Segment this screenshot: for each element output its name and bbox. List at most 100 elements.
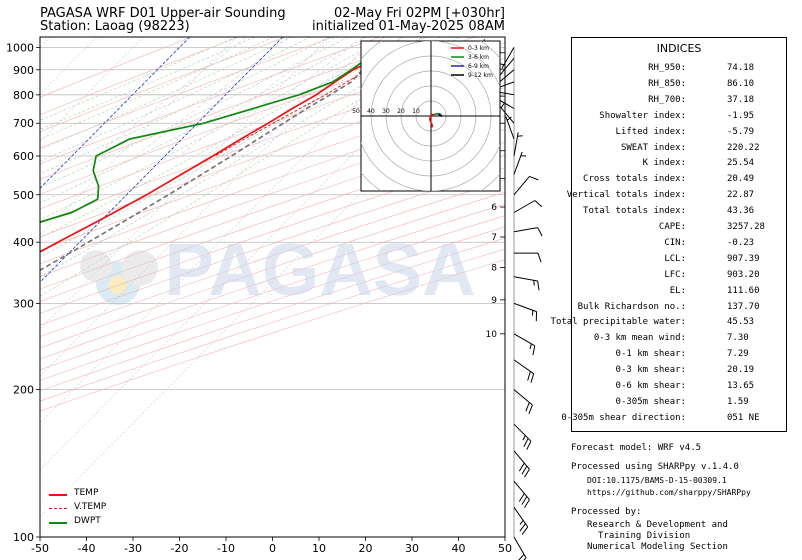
index-value: 7.29 bbox=[727, 349, 749, 360]
index-row: 0-3 km shear: 20.19 bbox=[572, 365, 786, 377]
index-value: 13.65 bbox=[727, 381, 755, 391]
wind-barb bbox=[513, 389, 533, 415]
y-tick-label: 200 bbox=[13, 384, 34, 397]
index-row: RH_700: 37.18 bbox=[572, 95, 786, 107]
index-row: 0-305m shear: 1.59 bbox=[572, 397, 786, 409]
index-value: 1.59 bbox=[727, 396, 749, 407]
index-value: 37.18 bbox=[727, 94, 755, 105]
indices-title: INDICES bbox=[656, 42, 702, 55]
org-line-3: Numerical Modeling Section bbox=[587, 542, 728, 552]
x-tick-label: -50 bbox=[31, 542, 49, 555]
index-label: 0-305m shear direction: bbox=[561, 412, 686, 423]
moist-adiabat-line bbox=[40, 37, 311, 162]
index-value: 45.53 bbox=[727, 317, 755, 328]
index-row: 0-3 km mean wind: 7.30 bbox=[572, 333, 786, 345]
wind-barb bbox=[513, 175, 539, 196]
isotherm-line bbox=[40, 37, 330, 330]
chart-legend: TEMP V.TEMP DWPT bbox=[46, 484, 110, 532]
indices-panel: INDICES RH_950: 74.18 RH_850: 86.10 RH_700: 3… bbox=[551, 37, 787, 432]
dry-adiabat-line bbox=[40, 179, 505, 338]
index-row: Vertical totals index: 22.87 bbox=[567, 190, 786, 202]
moist-adiabat-line bbox=[40, 37, 442, 278]
wind-barb bbox=[513, 200, 543, 213]
reference-isotherm-line bbox=[40, 37, 284, 283]
moist-adiabat-line bbox=[40, 37, 349, 188]
wind-barb bbox=[513, 132, 523, 157]
wind-barb bbox=[513, 480, 530, 508]
wind-barb bbox=[513, 423, 532, 450]
wind-barb bbox=[513, 359, 535, 383]
moist-adiabat-line bbox=[40, 37, 423, 258]
dry-adiabat-line bbox=[40, 37, 286, 133]
index-label: K index: bbox=[642, 158, 686, 169]
index-row: RH_850: 86.10 bbox=[572, 79, 786, 91]
y-tick-label: 400 bbox=[13, 236, 34, 249]
dry-adiabat-line bbox=[40, 72, 505, 238]
dry-adiabat-line bbox=[40, 203, 505, 360]
wind-barb bbox=[505, 116, 515, 140]
index-row: Total totals index: 43.36 bbox=[572, 206, 786, 218]
index-label: EL: bbox=[669, 285, 686, 296]
dry-adiabat-line bbox=[40, 215, 505, 371]
wind-barb bbox=[513, 333, 536, 356]
y-tick-label: 500 bbox=[13, 189, 34, 202]
index-row: Cross totals index: 20.49 bbox=[572, 174, 786, 186]
hodograph-legend-label: 0-3 km bbox=[468, 45, 489, 52]
index-label: 0-3 km mean wind: bbox=[593, 333, 686, 344]
dry-adiabat-line bbox=[40, 115, 505, 277]
wind-barb bbox=[513, 536, 527, 560]
forecast-model: Forecast model: WRF v4.5 bbox=[571, 443, 702, 453]
x-tick-label: 50 bbox=[498, 542, 512, 555]
index-row: EL: 111.60 bbox=[572, 286, 786, 298]
height-label: 10 bbox=[486, 330, 498, 340]
hodograph-ring-label: 10 bbox=[412, 108, 420, 115]
index-value: 220.22 bbox=[727, 142, 760, 153]
index-label: 0-6 km shear: bbox=[615, 381, 686, 391]
hodograph-trace bbox=[438, 113, 443, 118]
mixing-ratio-line bbox=[95, 37, 246, 157]
index-value: 43.36 bbox=[727, 206, 755, 217]
index-value: 74.18 bbox=[727, 63, 755, 73]
isotherm-line bbox=[40, 37, 237, 236]
x-tick-label: -20 bbox=[171, 542, 189, 555]
dry-adiabat-line bbox=[40, 101, 505, 265]
index-row: CIN: -0.23 bbox=[572, 238, 786, 250]
index-label: Vertical totals index: bbox=[566, 190, 686, 201]
watermark-logo bbox=[80, 250, 158, 305]
dry-adiabat-line bbox=[40, 37, 239, 116]
index-row: LCL: 907.39 bbox=[572, 254, 786, 266]
index-label: 0-305m shear: bbox=[615, 396, 686, 407]
org-line-1: Research & Development and bbox=[587, 520, 728, 530]
index-row: CAPE: 3257.28 bbox=[572, 222, 786, 234]
index-value: 051 NE bbox=[727, 412, 760, 423]
moist-adiabat-line bbox=[40, 37, 330, 175]
moist-adiabat-line bbox=[40, 37, 367, 204]
dewpoint-line bbox=[40, 46, 390, 223]
index-label: Showalter index: bbox=[599, 110, 686, 121]
index-label: Cross totals index: bbox=[583, 174, 686, 185]
processed-using: Processed using SHARPpy v.1.4.0 bbox=[571, 462, 739, 472]
hodograph-legend-label: 9-12 km bbox=[468, 72, 493, 79]
mixing-ratio-line bbox=[179, 37, 336, 157]
index-value: 25.54 bbox=[727, 158, 755, 169]
y-tick-label: 600 bbox=[13, 150, 34, 163]
index-value: 20.49 bbox=[727, 174, 755, 185]
hodograph-legend-label: 3-6 km bbox=[468, 54, 489, 61]
hodograph-ring-label: 40 bbox=[367, 108, 375, 115]
y-tick-label: 100 bbox=[13, 531, 34, 544]
index-label: 0-1 km shear: bbox=[615, 349, 686, 360]
isotherm-line bbox=[40, 37, 51, 48]
index-label: RH_950: bbox=[648, 63, 686, 73]
moist-adiabat-line bbox=[40, 37, 293, 150]
height-label: 9 bbox=[491, 296, 497, 306]
index-row: Lifted index: -5.79 bbox=[572, 127, 786, 139]
hodograph-ring-label: 20 bbox=[397, 108, 405, 115]
index-row: Total precipitable water: 45.53 bbox=[551, 317, 786, 329]
height-label: 6 bbox=[491, 203, 497, 213]
y-tick-label: 1000 bbox=[6, 41, 34, 54]
reference-isotherm-line bbox=[40, 37, 191, 189]
index-label: SWEAT index: bbox=[620, 142, 686, 153]
index-label: Total totals index: bbox=[583, 206, 686, 217]
index-row: K index: 25.54 bbox=[572, 158, 786, 170]
